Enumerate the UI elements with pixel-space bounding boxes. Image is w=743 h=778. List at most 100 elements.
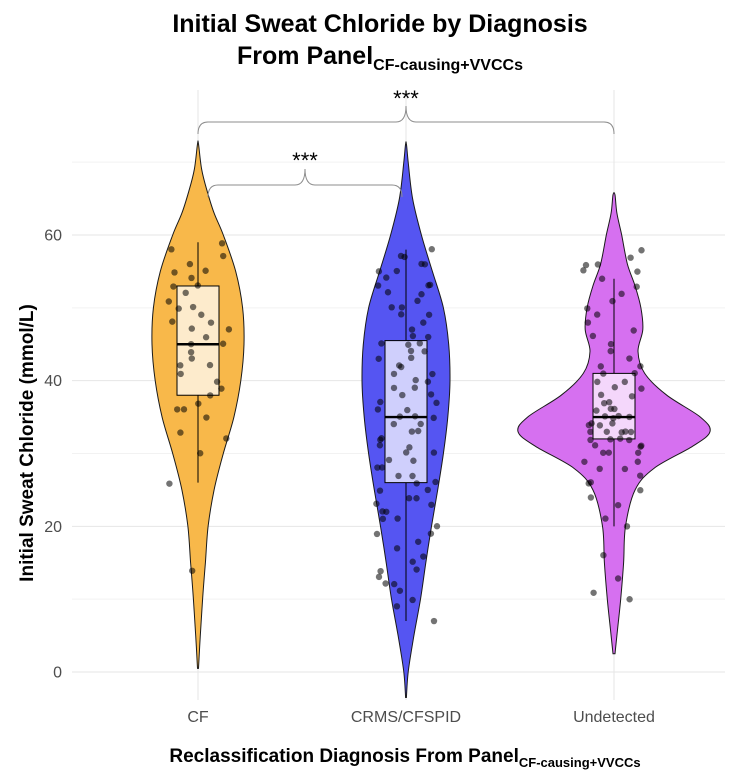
data-point bbox=[607, 436, 614, 443]
data-point bbox=[378, 340, 385, 347]
data-point bbox=[587, 494, 595, 501]
y-axis-title: Initial Sweat Chloride (mmol/L) bbox=[17, 304, 38, 582]
data-point bbox=[415, 427, 422, 435]
data-point bbox=[396, 413, 404, 420]
data-point bbox=[166, 480, 173, 487]
data-point bbox=[601, 399, 608, 407]
data-point bbox=[195, 400, 202, 407]
data-point bbox=[598, 275, 606, 282]
data-point bbox=[584, 319, 592, 326]
data-point bbox=[220, 252, 227, 260]
data-point bbox=[590, 589, 597, 596]
data-point bbox=[618, 290, 625, 298]
data-point bbox=[218, 385, 225, 392]
data-point bbox=[411, 384, 418, 391]
x-axis-title-main: Reclassification Diagnosis From Panel bbox=[169, 746, 519, 767]
data-point bbox=[611, 384, 618, 391]
data-point bbox=[383, 508, 390, 515]
data-point bbox=[430, 617, 438, 625]
data-point bbox=[175, 305, 182, 312]
data-point bbox=[591, 442, 599, 449]
data-point bbox=[433, 399, 440, 407]
data-point bbox=[427, 530, 435, 537]
data-point bbox=[187, 340, 195, 348]
data-point bbox=[429, 370, 436, 378]
data-point bbox=[410, 457, 417, 464]
y-tick-label: 40 bbox=[44, 373, 62, 390]
data-point bbox=[393, 545, 401, 552]
data-point bbox=[404, 406, 411, 414]
bracket-cf-vs-crms bbox=[207, 168, 403, 198]
data-point bbox=[631, 369, 638, 377]
data-point bbox=[374, 464, 381, 471]
data-point bbox=[409, 596, 416, 604]
data-point bbox=[378, 435, 385, 442]
data-point bbox=[413, 566, 420, 573]
data-point bbox=[607, 405, 614, 412]
data-point bbox=[188, 325, 195, 332]
data-point bbox=[420, 319, 427, 326]
data-point bbox=[428, 501, 435, 508]
y-tick-label: 60 bbox=[44, 228, 62, 245]
data-point bbox=[421, 348, 428, 355]
data-point bbox=[377, 567, 384, 575]
data-point bbox=[432, 478, 439, 486]
data-point bbox=[615, 412, 622, 420]
data-point bbox=[427, 391, 435, 398]
data-point bbox=[407, 347, 415, 355]
data-point bbox=[189, 567, 196, 574]
data-point bbox=[426, 281, 434, 289]
data-point bbox=[584, 305, 591, 312]
data-point bbox=[637, 487, 644, 494]
data-point bbox=[393, 267, 400, 275]
data-point bbox=[202, 267, 209, 274]
data-point bbox=[420, 553, 427, 560]
data-point bbox=[627, 428, 635, 436]
data-point bbox=[202, 334, 210, 341]
data-point bbox=[409, 332, 417, 340]
data-point bbox=[600, 370, 607, 377]
data-point bbox=[418, 260, 425, 268]
data-point bbox=[607, 347, 614, 355]
data-point bbox=[634, 458, 641, 465]
data-point bbox=[430, 414, 437, 422]
data-point bbox=[177, 370, 184, 378]
data-point bbox=[414, 297, 421, 305]
data-point bbox=[433, 523, 441, 530]
data-point bbox=[415, 538, 422, 545]
data-point bbox=[399, 391, 406, 399]
data-point bbox=[626, 413, 633, 421]
data-point bbox=[634, 268, 641, 275]
data-points bbox=[165, 240, 645, 625]
data-point bbox=[603, 428, 610, 435]
data-point bbox=[597, 363, 604, 370]
data-point bbox=[373, 500, 380, 507]
data-point bbox=[614, 501, 622, 509]
data-point bbox=[418, 291, 425, 298]
data-point bbox=[165, 298, 172, 305]
data-point bbox=[430, 449, 438, 456]
data-point bbox=[635, 449, 642, 456]
data-point bbox=[600, 449, 607, 456]
data-point bbox=[596, 465, 603, 473]
data-point bbox=[174, 406, 181, 413]
data-point bbox=[605, 449, 612, 456]
chart-title-subscript: CF-causing+VVCCs bbox=[373, 57, 523, 74]
data-point bbox=[614, 575, 622, 582]
data-point bbox=[588, 420, 595, 427]
x-tick-label: CF bbox=[187, 709, 209, 726]
data-point bbox=[621, 465, 629, 473]
data-point bbox=[379, 515, 387, 523]
data-point bbox=[207, 319, 215, 326]
data-point bbox=[597, 391, 605, 399]
data-point bbox=[225, 326, 233, 333]
significance-brackets: *** *** bbox=[197, 86, 615, 198]
data-point bbox=[618, 429, 625, 436]
data-point bbox=[409, 558, 416, 565]
data-point bbox=[417, 420, 424, 428]
data-point bbox=[600, 551, 607, 559]
data-point bbox=[197, 450, 204, 457]
data-point bbox=[390, 420, 397, 428]
data-point bbox=[206, 361, 214, 369]
data-point bbox=[177, 429, 184, 436]
